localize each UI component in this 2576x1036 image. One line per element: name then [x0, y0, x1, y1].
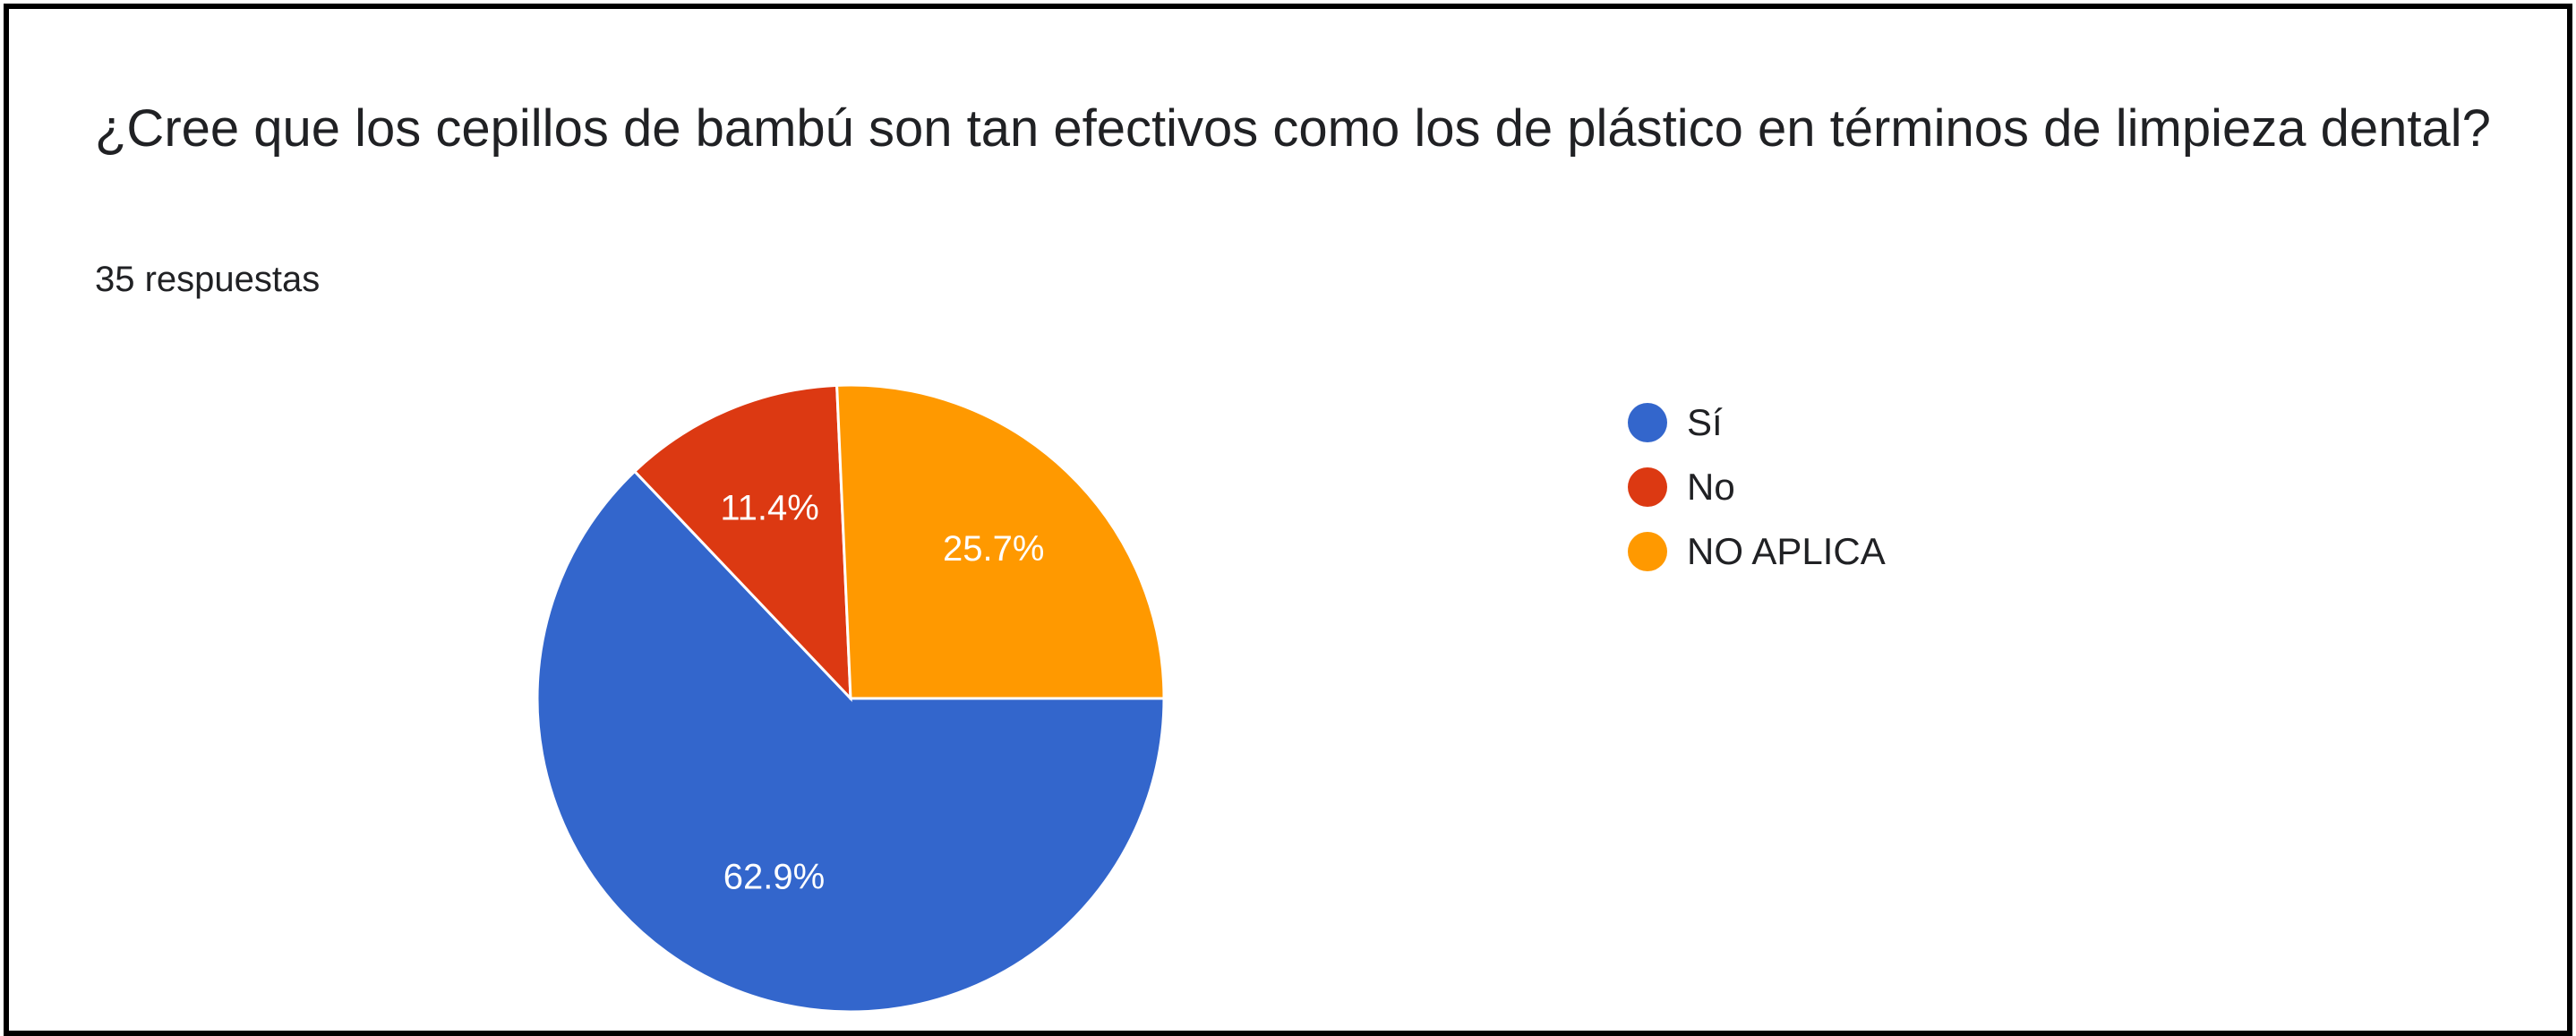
chart-legend: Sí No NO APLICA — [1628, 390, 1886, 584]
chart-title: ¿Cree que los cepillos de bambú son tan … — [95, 99, 2491, 158]
response-count: 35 respuestas — [95, 260, 321, 299]
legend-label: NO APLICA — [1687, 530, 1886, 572]
legend-color-swatch — [1628, 403, 1667, 442]
legend-color-swatch — [1628, 532, 1667, 571]
legend-label: Sí — [1687, 401, 1723, 443]
legend-item[interactable]: NO APLICA — [1628, 519, 1886, 584]
legend-item[interactable]: No — [1628, 455, 1886, 519]
legend-label: No — [1687, 466, 1735, 508]
legend-item[interactable]: Sí — [1628, 390, 1886, 455]
chart-frame: ¿Cree que los cepillos de bambú son tan … — [4, 4, 2572, 1036]
legend-color-swatch — [1628, 467, 1667, 507]
